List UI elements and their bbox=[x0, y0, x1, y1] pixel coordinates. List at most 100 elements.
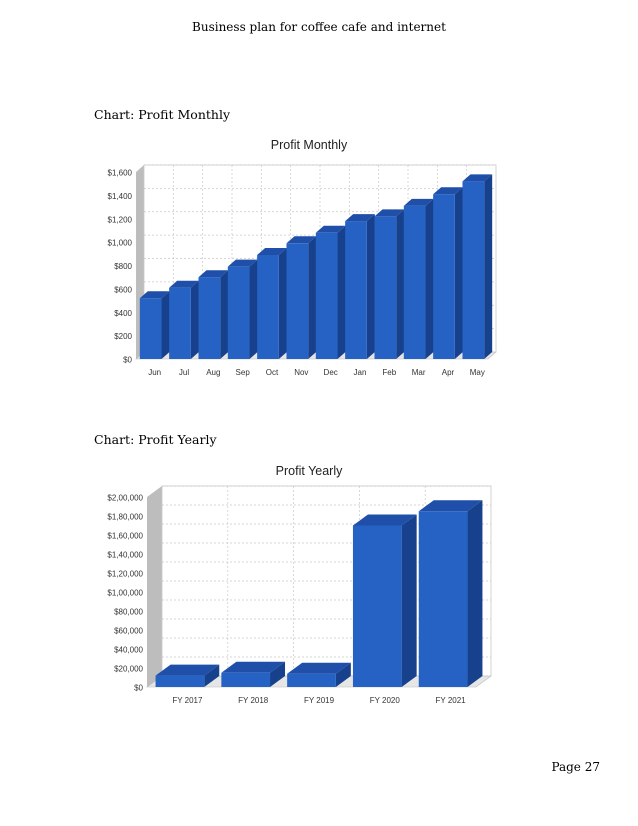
bar-front bbox=[345, 221, 367, 359]
bar-side bbox=[484, 174, 493, 359]
bar-side bbox=[337, 225, 346, 359]
y-axis-side-wall bbox=[147, 486, 162, 687]
bar-front bbox=[257, 254, 279, 359]
bar bbox=[221, 661, 286, 687]
y-tick-label: $200 bbox=[114, 332, 132, 341]
bar-front bbox=[221, 672, 271, 687]
bar-top bbox=[462, 174, 493, 182]
bar bbox=[169, 280, 199, 359]
x-tick-label: Jan bbox=[354, 368, 367, 377]
bar-front bbox=[139, 298, 162, 359]
x-tick-label: Aug bbox=[206, 368, 220, 377]
bar-front bbox=[198, 277, 221, 359]
bar bbox=[374, 209, 405, 359]
y-tick-label: $1,80,000 bbox=[107, 513, 143, 522]
bar bbox=[287, 662, 351, 687]
bar-front bbox=[227, 266, 250, 359]
bar-front bbox=[155, 675, 205, 687]
x-tick-label: Apr bbox=[442, 368, 455, 377]
bar-side bbox=[270, 661, 286, 687]
bar-side bbox=[161, 291, 170, 359]
bar-top bbox=[169, 280, 199, 288]
bar-top bbox=[433, 187, 463, 195]
bar-front bbox=[418, 511, 468, 687]
chart-title: Profit Yearly bbox=[276, 464, 343, 478]
y-tick-label: $60,000 bbox=[114, 627, 143, 636]
bar-front bbox=[462, 181, 485, 359]
bar-top bbox=[198, 270, 229, 278]
bar-side bbox=[401, 514, 417, 687]
x-tick-label: Oct bbox=[266, 368, 279, 377]
bar-top bbox=[418, 500, 483, 512]
page-number: Page 27 bbox=[551, 760, 600, 774]
bar bbox=[462, 174, 493, 359]
bar-top bbox=[345, 214, 375, 222]
bar-side bbox=[204, 664, 220, 687]
bar-top bbox=[315, 225, 346, 233]
bar-top bbox=[155, 664, 220, 676]
bar-side bbox=[425, 198, 434, 359]
bar-top bbox=[221, 661, 286, 673]
x-tick-label: Sep bbox=[236, 368, 251, 377]
bar-side bbox=[467, 500, 483, 687]
x-tick-label: FY 2017 bbox=[172, 696, 203, 705]
bar bbox=[315, 225, 346, 359]
bar-front bbox=[286, 243, 309, 359]
x-tick-label: Nov bbox=[294, 368, 308, 377]
header-title: Business plan for coffee cafe and intern… bbox=[192, 20, 446, 34]
bar-front bbox=[374, 216, 397, 359]
bar bbox=[403, 198, 434, 359]
chart-caption-monthly: Chart: Profit Monthly bbox=[94, 107, 231, 122]
bar bbox=[198, 270, 229, 359]
bar-top bbox=[403, 198, 434, 206]
x-tick-label: FY 2020 bbox=[370, 696, 401, 705]
x-tick-labels: FY 2017 FY 2018 FY 2019 FY 2020 FY 2021 bbox=[172, 696, 466, 705]
y-tick-labels: $0 $20,000 $40,000 $60,000 $80,000 $1,00,000 $… bbox=[107, 494, 143, 693]
bar-top bbox=[227, 259, 258, 267]
y-tick-label: $2,00,000 bbox=[107, 494, 143, 503]
y-tick-label: $1,200 bbox=[108, 215, 133, 224]
bar-side bbox=[396, 209, 405, 359]
y-tick-label: $80,000 bbox=[114, 608, 143, 617]
bar-side bbox=[454, 187, 463, 359]
bar-side bbox=[335, 662, 351, 687]
bars bbox=[155, 500, 483, 687]
x-tick-label: Jun bbox=[148, 368, 161, 377]
bar-side bbox=[308, 236, 317, 359]
y-tick-label: $0 bbox=[134, 684, 143, 693]
y-tick-label: $400 bbox=[114, 309, 132, 318]
chart-caption-yearly: Chart: Profit Yearly bbox=[94, 432, 217, 447]
y-tick-label: $1,60,000 bbox=[107, 532, 143, 541]
chart-title: Profit Monthly bbox=[271, 138, 348, 152]
bar-top bbox=[287, 662, 351, 674]
bars bbox=[139, 174, 493, 359]
profit-yearly-chart: Profit Yearly $0 $20,000 $40,000 $60,000 $80… bbox=[107, 464, 492, 705]
bar bbox=[257, 247, 287, 359]
y-tick-label: $40,000 bbox=[114, 646, 143, 655]
x-tick-label: FY 2019 bbox=[304, 696, 335, 705]
y-tick-label: $1,20,000 bbox=[107, 570, 143, 579]
x-tick-label: FY 2021 bbox=[436, 696, 467, 705]
profit-monthly-chart: Profit Monthly $0$200$400$600$800$1,000$… bbox=[108, 138, 497, 377]
bar-top bbox=[139, 291, 170, 299]
bar bbox=[139, 291, 170, 359]
y-tick-label: $600 bbox=[114, 285, 132, 294]
bar-top bbox=[257, 247, 287, 255]
x-tick-label: Feb bbox=[382, 368, 396, 377]
bar-side bbox=[366, 214, 375, 359]
y-tick-label: $1,40,000 bbox=[107, 551, 143, 560]
bar-front bbox=[287, 673, 336, 687]
bar-front bbox=[169, 287, 191, 359]
bar bbox=[227, 259, 258, 359]
bar bbox=[433, 187, 463, 359]
y-tick-label: $1,400 bbox=[108, 192, 133, 201]
bar bbox=[286, 236, 317, 359]
y-tick-label: $0 bbox=[123, 356, 132, 365]
bar-front bbox=[352, 525, 402, 687]
x-tick-labels: Jun Jul Aug Sep Oct Nov Dec Jan Feb Mar Apr May bbox=[148, 368, 485, 377]
y-tick-label: $1,600 bbox=[108, 169, 133, 178]
bar-side bbox=[190, 280, 199, 359]
bar-side bbox=[249, 259, 258, 359]
x-tick-label: FY 2018 bbox=[238, 696, 269, 705]
bar-side bbox=[278, 247, 287, 359]
